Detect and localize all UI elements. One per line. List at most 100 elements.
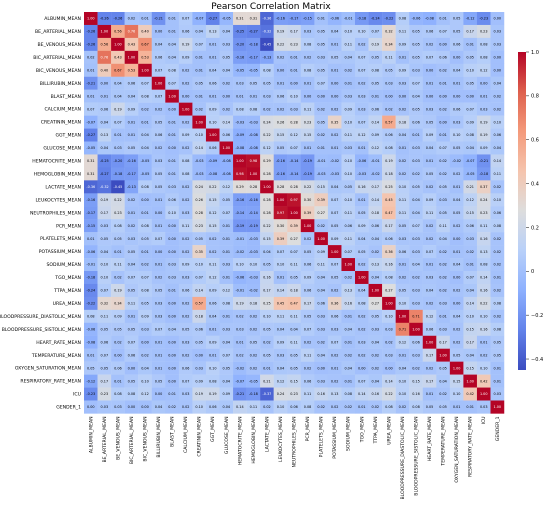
heatmap-cell [327,76,342,90]
cell-value-label: 0.00 [439,120,447,124]
heatmap-cell [287,232,301,246]
cell-value-label: 0.07 [195,276,203,280]
cell-value-label: 0.12 [290,133,298,137]
heatmap-cell [287,335,301,349]
cell-value-label: 0.00 [453,237,461,241]
heatmap-cell [165,361,180,375]
heatmap-cell [341,400,356,414]
cell-value-label: 0.10 [277,405,285,409]
cell-value-label: 0.05 [101,237,109,241]
cell-value-label: 0.45 [277,302,285,306]
cell-value-label: 0.02 [439,289,447,293]
cell-value-label: 0.02 [493,185,501,189]
cell-value-label: 0.04 [290,327,298,331]
heatmap-cell [422,128,437,142]
cell-value-label: -0.14 [235,211,244,215]
cell-value-label: 0.19 [480,120,488,124]
cell-value-label: 0.05 [372,56,380,60]
heatmap-cell [165,141,180,155]
cell-value-label: 0.04 [358,237,366,241]
heatmap-cell [151,400,166,414]
heatmap-cell [138,193,152,207]
cell-value-label: -0.27 [249,30,258,34]
cell-value-label: 0.00 [128,405,136,409]
heatmap-cell [300,76,315,90]
cell-value-label: 0.03 [426,276,434,280]
heatmap-cell [355,348,369,362]
cell-value-label: 0.02 [344,276,352,280]
cell-value-label: 0.01 [331,366,339,370]
cell-value-label: 0.01 [480,94,488,98]
heatmap-cell [165,167,180,181]
cell-value-label: -0.08 [222,172,231,176]
heatmap-cell [205,258,220,272]
cell-value-label: 0.02 [426,366,434,370]
heatmap-cell [138,50,152,64]
heatmap-cell [97,400,112,414]
cell-value-label: 0.00 [466,94,474,98]
cell-value-label: 0.10 [399,379,407,383]
heatmap-cell [422,12,437,26]
heatmap-cell [300,258,315,272]
cell-value-label: 0.01 [331,43,339,47]
cell-value-label: 0.00 [101,81,109,85]
heatmap-cell [463,232,478,246]
heatmap-cell [84,167,98,181]
heatmap-cell [368,387,383,401]
cell-value-label: 1.00 [439,353,447,357]
heatmap-cell [138,102,152,116]
heatmap-cell [300,271,315,285]
cell-value-label: 0.01 [304,81,312,85]
heatmap-cell [409,89,423,103]
cell-value-label: 0.04 [101,120,109,124]
cell-value-label: 1.00 [399,315,407,319]
heatmap-cell [111,400,125,414]
cell-value-label: 0.02 [426,185,434,189]
heatmap-cell [124,219,139,233]
cell-value-label: 0.03 [399,81,407,85]
row-tick-label: ICU [73,392,81,398]
heatmap-cell [246,361,261,375]
heatmap-cell [84,180,98,194]
heatmap-cell [138,271,152,285]
cell-value-label: 0.07 [222,353,230,357]
heatmap-cell [463,309,478,323]
cell-value-label: 0.01 [209,56,217,60]
cell-value-label: 0.15 [277,133,285,137]
cell-value-label: 0.53 [128,68,136,72]
cell-value-label: 0.10 [290,94,298,98]
cell-value-label: -0.24 [371,17,380,21]
cell-value-label: 0.02 [263,405,271,409]
heatmap-cell [422,37,437,52]
cell-value-label: -0.05 [86,146,95,150]
cell-value-label: 0.09 [304,276,312,280]
heatmap-cell [260,296,274,311]
heatmap-cell [84,271,98,285]
heatmap-cell [151,309,166,323]
heatmap-cell [97,374,112,388]
heatmap-cell [151,180,166,194]
cell-value-label: -0.02 [452,159,461,163]
cell-value-label: 0.15 [466,366,474,370]
heatmap-cell [476,167,491,181]
heatmap-cell [463,12,478,26]
cell-value-label: 0.02 [128,198,136,202]
cell-value-label: 0.03 [439,302,447,306]
cell-value-label: -0.16 [276,159,285,163]
cell-value-label: 0.04 [128,263,136,267]
heatmap-cell [476,309,491,323]
cell-value-label: 0.01 [358,198,366,202]
cell-value-label: 1.00 [385,302,393,306]
cell-value-label: 0.01 [141,17,149,21]
cell-value-label: 0.02 [182,405,190,409]
heatmap-cell [341,102,356,116]
cell-value-label: 0.00 [426,68,434,72]
heatmap-cell [355,271,369,285]
heatmap-cell [395,12,410,26]
cell-value-label: 0.09 [182,56,190,60]
cell-value-label: -0.07 [235,379,244,383]
cell-value-label: 0.04 [466,289,474,293]
cell-value-label: 0.01 [141,211,149,215]
heatmap-cell [355,245,369,259]
heatmap-cell [355,387,369,401]
